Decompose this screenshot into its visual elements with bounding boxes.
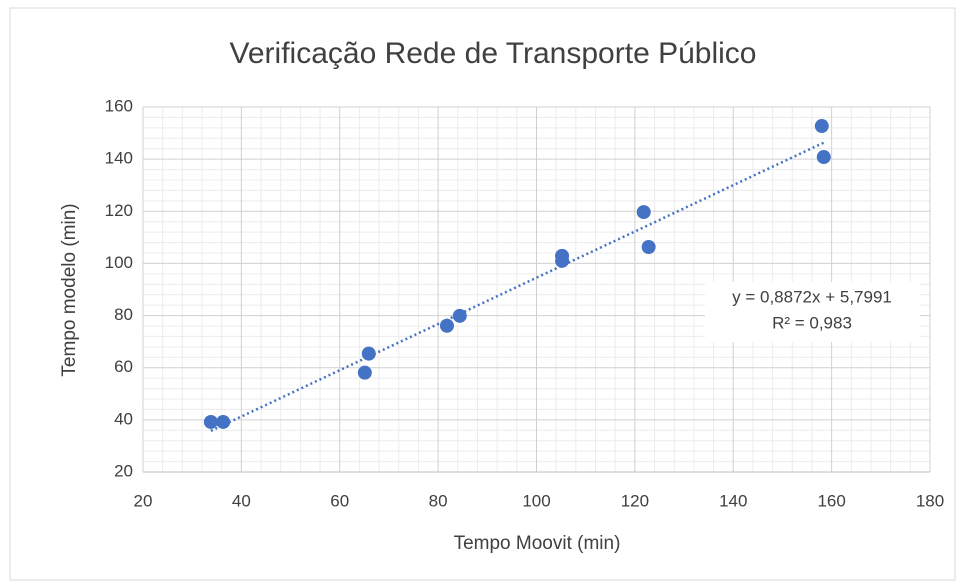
chart-title: Verificação Rede de Transporte Público <box>230 37 757 70</box>
equation-box <box>705 282 920 342</box>
x-tick-label: 160 <box>817 491 845 510</box>
scatter-point <box>555 253 570 268</box>
y-tick-label: 160 <box>105 96 133 115</box>
scatter-point <box>216 414 231 429</box>
x-tick-label: 20 <box>134 491 153 510</box>
x-tick-label: 100 <box>522 491 550 510</box>
scatter-point <box>816 150 831 165</box>
trendline-r-squared: R² = 0,983 <box>772 313 852 332</box>
y-tick-label: 100 <box>105 253 133 272</box>
x-tick-label: 180 <box>916 491 944 510</box>
y-tick-label: 60 <box>114 357 133 376</box>
y-tick-label: 20 <box>114 461 133 480</box>
trendline-equation: y = 0,8872x + 5,7991 <box>732 287 892 306</box>
y-axis-label: Tempo modelo (min) <box>59 203 80 376</box>
x-tick-label: 80 <box>429 491 448 510</box>
scatter-point <box>814 119 829 134</box>
y-tick-label: 40 <box>114 409 133 428</box>
scatter-point <box>203 414 218 429</box>
scatter-point <box>636 205 651 220</box>
y-tick-label: 120 <box>105 201 133 220</box>
x-tick-label: 120 <box>621 491 649 510</box>
x-tick-label: 40 <box>232 491 251 510</box>
y-tick-label: 140 <box>105 149 133 168</box>
scatter-point <box>452 308 467 323</box>
y-tick-label: 80 <box>114 305 133 324</box>
scatter-point <box>641 240 656 255</box>
scatter-point <box>357 365 372 380</box>
x-tick-label: 140 <box>719 491 747 510</box>
x-axis-label: Tempo Moovit (min) <box>454 533 621 554</box>
x-tick-label: 60 <box>330 491 349 510</box>
